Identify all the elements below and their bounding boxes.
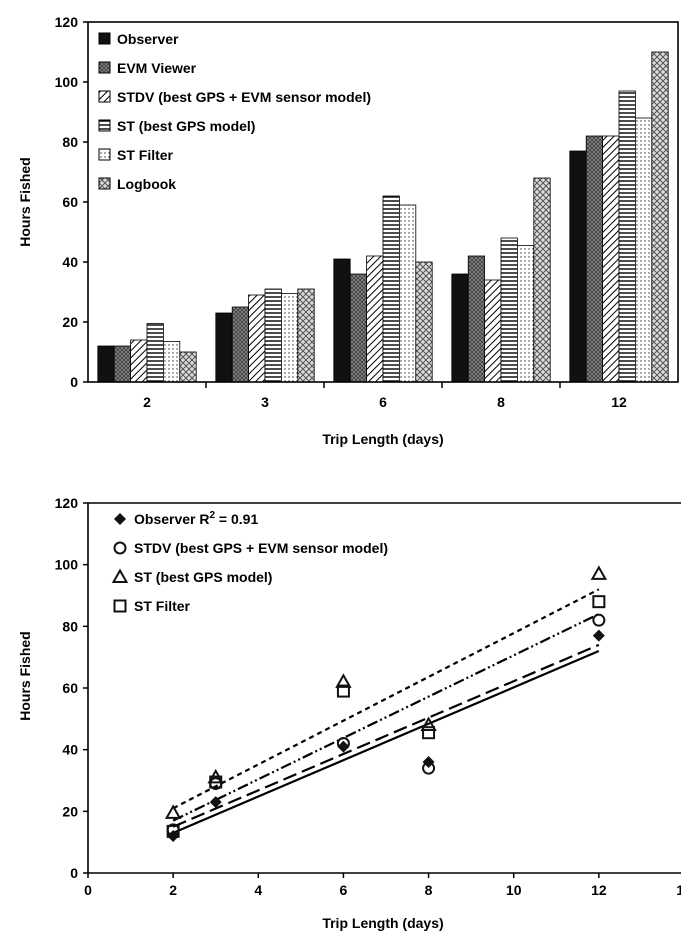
bar xyxy=(114,346,130,382)
scatter-x-tick-label: 8 xyxy=(425,882,433,898)
bar-y-tick-label: 20 xyxy=(62,314,78,330)
bar xyxy=(180,352,196,382)
bar-x-tick-label: 6 xyxy=(379,394,387,410)
bar xyxy=(147,324,163,383)
scatter-x-tick-label: 6 xyxy=(340,882,348,898)
scatter-point xyxy=(167,806,180,818)
trendline xyxy=(173,645,599,827)
bar-y-tick-label: 0 xyxy=(70,374,78,390)
legend-label: ST Filter xyxy=(117,147,174,163)
scatter-y-tick-label: 120 xyxy=(55,495,79,511)
scatter-x-tick-label: 0 xyxy=(84,882,92,898)
bar-y-tick-label: 80 xyxy=(62,134,78,150)
legend-swatch xyxy=(99,91,110,102)
bar xyxy=(635,118,651,382)
bar xyxy=(367,256,383,382)
bar-y-tick-label: 40 xyxy=(62,254,78,270)
bar-y-axis-label: Hours Fished xyxy=(17,157,33,246)
scatter-point xyxy=(593,615,604,626)
bar-x-tick-label: 3 xyxy=(261,394,269,410)
scatter-y-tick-label: 80 xyxy=(62,618,78,634)
legend-swatch xyxy=(99,120,110,131)
bar xyxy=(265,289,281,382)
scatter-x-tick-label: 2 xyxy=(169,882,177,898)
legend-label: EVM Viewer xyxy=(117,60,197,76)
legend-label: Logbook xyxy=(117,176,176,192)
scatter-point xyxy=(593,596,604,607)
bar xyxy=(249,295,265,382)
scatter-x-tick-label: 4 xyxy=(254,882,262,898)
bar-x-axis-label: Trip Length (days) xyxy=(322,431,443,447)
legend-label: ST Filter xyxy=(134,598,191,614)
scatter-y-tick-label: 60 xyxy=(62,680,78,696)
bar xyxy=(570,151,586,382)
scatter-x-tick-label: 14 xyxy=(676,882,681,898)
bar xyxy=(131,340,147,382)
bar xyxy=(232,307,248,382)
bar xyxy=(652,52,668,382)
trendline xyxy=(173,589,599,808)
scatter-y-tick-label: 40 xyxy=(62,742,78,758)
bar-y-tick-label: 100 xyxy=(55,74,79,90)
scatter-chart: 0 20 40 60 80 100 120 0 2 4 6 8 10 12 14 Observer R2 = … xyxy=(0,480,681,935)
scatter-x-tick-label: 10 xyxy=(506,882,522,898)
trendline xyxy=(173,651,599,833)
scatter-y-tick-label: 0 xyxy=(70,865,78,881)
bar xyxy=(383,196,399,382)
bar xyxy=(281,294,297,383)
legend-label: ST (best GPS model) xyxy=(117,118,255,134)
bar xyxy=(163,342,179,383)
bar xyxy=(350,274,366,382)
scatter-y-axis-label: Hours Fished xyxy=(17,631,33,720)
bar-chart: 0 20 40 60 80 100 120 2 3 6 8 12 Observer EVM Viewer S… xyxy=(0,0,681,455)
scatter-point xyxy=(423,727,434,738)
scatter-y-tick-label: 100 xyxy=(55,557,79,573)
bar xyxy=(586,136,602,382)
scatter-point xyxy=(593,630,605,642)
bar xyxy=(501,238,517,382)
legend-marker xyxy=(114,571,127,583)
bar xyxy=(517,246,533,383)
bar-x-tick-label: 2 xyxy=(143,394,151,410)
scatter-x-tick-label: 12 xyxy=(591,882,607,898)
legend-swatch xyxy=(99,178,110,189)
scatter-x-axis-label: Trip Length (days) xyxy=(322,915,443,931)
legend-swatch xyxy=(99,62,110,73)
bar xyxy=(534,178,550,382)
bar-y-tick-label: 120 xyxy=(55,14,79,30)
bar xyxy=(416,262,432,382)
bar xyxy=(334,259,350,382)
scatter-point xyxy=(592,567,605,579)
bar xyxy=(98,346,114,382)
legend-marker xyxy=(114,513,126,525)
trendline xyxy=(173,614,599,821)
bar xyxy=(619,91,635,382)
bar xyxy=(603,136,619,382)
legend-swatch xyxy=(99,149,110,160)
scatter-y-tick-label: 20 xyxy=(62,803,78,819)
legend-marker xyxy=(115,543,126,554)
bar xyxy=(399,205,415,382)
bar xyxy=(468,256,484,382)
bar-y-tick-label: 60 xyxy=(62,194,78,210)
legend-label: ST (best GPS model) xyxy=(134,569,272,585)
bar xyxy=(485,280,501,382)
legend-label: STDV (best GPS + EVM sensor model) xyxy=(134,540,388,556)
legend-swatch xyxy=(99,33,110,44)
bar xyxy=(298,289,314,382)
legend-label: STDV (best GPS + EVM sensor model) xyxy=(117,89,371,105)
legend-label: Observer xyxy=(117,31,179,47)
bar xyxy=(216,313,232,382)
bar xyxy=(452,274,468,382)
bar-x-tick-label: 8 xyxy=(497,394,505,410)
legend-marker xyxy=(115,601,126,612)
legend-label: Observer R2 = 0.91 xyxy=(134,510,258,527)
bar-x-tick-label: 12 xyxy=(611,394,627,410)
